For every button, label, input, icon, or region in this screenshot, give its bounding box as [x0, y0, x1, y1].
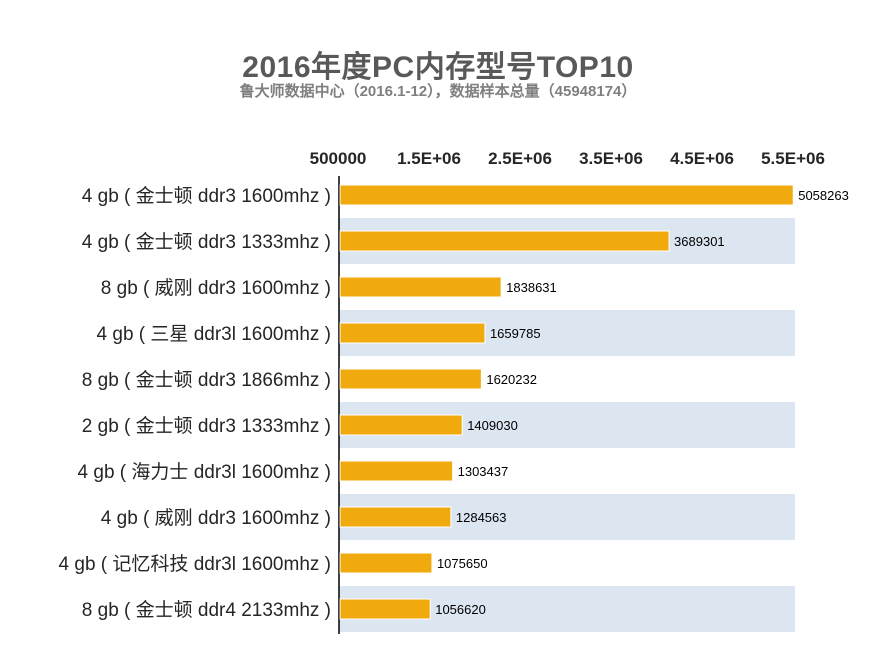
category-label: 4 gb ( 金士顿 ddr3 1333mhz )	[82, 231, 331, 253]
category-label: 4 gb ( 海力士 ddr3l 1600mhz )	[78, 461, 331, 483]
axis-tick-label: 3.5E+06	[579, 149, 643, 168]
category-label: 4 gb ( 三星 ddr3l 1600mhz )	[97, 324, 331, 345]
category-label: 8 gb ( 金士顿 ddr4 2133mhz )	[82, 599, 331, 621]
category-label: 4 gb ( 威刚 ddr3 1600mhz )	[101, 507, 331, 529]
bar	[339, 552, 433, 574]
bar	[339, 322, 486, 344]
bar-value-label: 5058263	[798, 188, 849, 203]
axis-tick-label: 5.5E+06	[761, 149, 825, 168]
bar	[339, 598, 431, 620]
bar	[339, 230, 670, 252]
bar	[339, 414, 463, 436]
bar	[339, 460, 454, 482]
chart-title: 2016年度PC内存型号TOP10	[242, 51, 634, 84]
bar	[339, 276, 502, 298]
bar-value-label: 3689301	[674, 234, 725, 249]
axis-tick-label: 2.5E+06	[488, 149, 552, 168]
chart-subtitle: 鲁大师数据中心（2016.1-12），数据样本总量（45948174）	[239, 83, 637, 100]
bar	[339, 506, 452, 528]
axis-tick-label: 500000	[310, 149, 367, 168]
category-label: 8 gb ( 金士顿 ddr3 1866mhz )	[82, 369, 331, 391]
bar-value-label: 1838631	[506, 280, 557, 295]
bar-value-label: 1659785	[490, 326, 541, 341]
bar-value-label: 1409030	[467, 418, 518, 433]
category-label: 8 gb ( 威刚 ddr3 1600mhz )	[101, 277, 331, 299]
bar-value-label: 1620232	[486, 372, 537, 387]
category-label: 4 gb ( 金士顿 ddr3 1600mhz )	[82, 185, 331, 207]
category-label: 2 gb ( 金士顿 ddr3 1333mhz )	[82, 415, 331, 437]
bar	[339, 368, 482, 390]
axis-tick-label: 4.5E+06	[670, 149, 734, 168]
bar-value-label: 1056620	[435, 602, 486, 617]
bar-value-label: 1075650	[437, 556, 488, 571]
bar-value-label: 1303437	[458, 464, 509, 479]
bar-value-label: 1284563	[456, 510, 507, 525]
axis-tick-label: 1.5E+06	[397, 149, 461, 168]
category-label: 4 gb ( 记忆科技 ddr3l 1600mhz )	[59, 553, 331, 575]
bar	[339, 184, 794, 206]
